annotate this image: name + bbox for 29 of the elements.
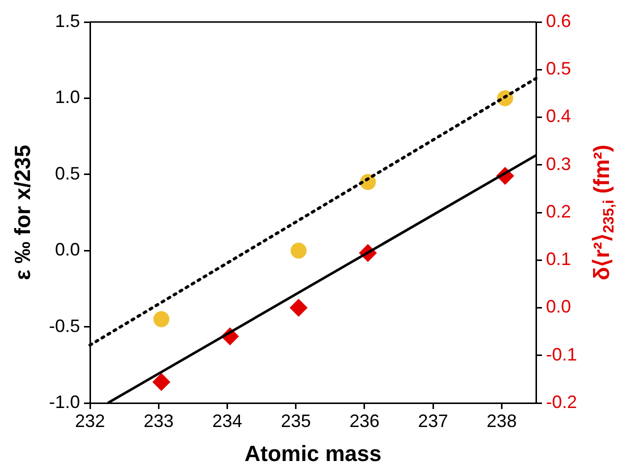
- point: [152, 373, 170, 392]
- x-tick-label: 232: [74, 410, 106, 431]
- y2-tick-label: 0.2: [546, 201, 572, 222]
- point: [290, 242, 307, 259]
- y2-tick-label: 0.1: [546, 249, 572, 270]
- x-axis-title: Atomic mass: [244, 441, 382, 466]
- y2-tick-label: 0.5: [546, 58, 572, 79]
- y-tick-label: 1.0: [54, 87, 80, 108]
- y2-tick-label: -0.2: [546, 392, 578, 412]
- x-tick-label: 233: [144, 410, 174, 431]
- y2-tick-label: -0.1: [546, 344, 578, 364]
- y-tick-label: -1.0: [48, 392, 80, 412]
- y-axis-title: ε ‰ for x/235: [10, 144, 36, 280]
- y2-tick-label: 0.0: [546, 296, 572, 317]
- y-tick-label: 0.5: [54, 163, 80, 184]
- x-tick-label: 236: [349, 410, 380, 431]
- y-tick-label: 0.0: [54, 240, 80, 260]
- point: [153, 311, 170, 328]
- x-tick-label: 238: [486, 410, 517, 431]
- x-tick-label: 237: [418, 410, 448, 431]
- y2-tick-label: 0.6: [546, 10, 572, 31]
- y2-tick-label: 0.3: [546, 154, 572, 174]
- y-tick-label: -0.5: [48, 316, 80, 336]
- y-tick-label: 1.5: [54, 10, 80, 31]
- y2-tick-label: 0.4: [546, 106, 572, 126]
- y2-axis-title: δ⟨r²⟩235,i (fm²): [589, 144, 618, 280]
- x-tick-label: 235: [280, 410, 311, 431]
- point: [290, 298, 308, 317]
- x-tick-label: 234: [212, 410, 242, 431]
